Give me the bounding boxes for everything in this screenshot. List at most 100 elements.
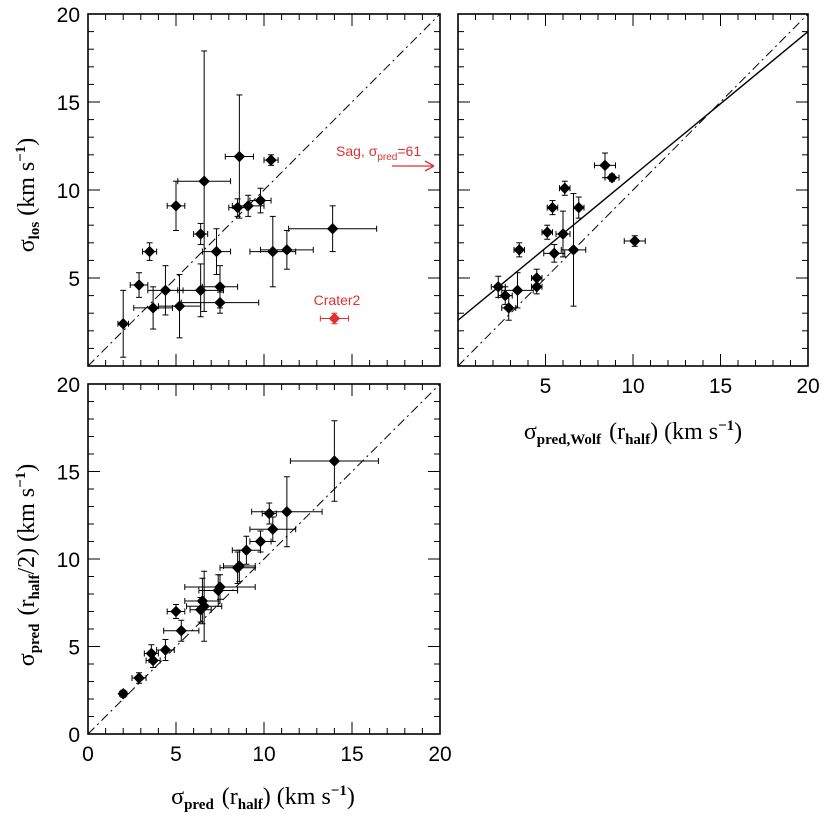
panel-b-xlabel: σpred,Wolf (rhalf) (km s−1) (524, 418, 742, 448)
panel-c-one-to-one-line (87, 383, 441, 735)
panel-sigma-pred-half-vs-sigma-pred: 0 5 10 15 20 0 5 10 15 20 (57, 374, 452, 766)
panel-a-data-point (198, 175, 210, 187)
panel-b-data-point (599, 159, 611, 172)
panel-b-xtick-label: 15 (709, 375, 732, 398)
panel-a-data-point (117, 318, 129, 330)
panel-c-xlabel-close: ) (347, 784, 355, 810)
panel-c-ylabel: σpred (rhalf/2) (km s−1) (13, 464, 43, 666)
panel-a-data-point (133, 279, 145, 291)
panel-c-xlabel-symbol: σ (171, 784, 184, 810)
panel-b-data-point (511, 284, 524, 297)
panel-a-ylabel-exponent: −1 (13, 146, 29, 162)
panel-b-xlabel-units: ) (km s (650, 419, 718, 445)
panel-c-data-point (147, 654, 159, 667)
panel-b-data-point (541, 226, 553, 238)
panel-c-data-point (254, 535, 267, 548)
panel-c-ytick-label: 10 (57, 549, 80, 572)
panel-c-xlabel-arg-subscript: half (238, 797, 264, 813)
panel-c-xtick-label: 5 (170, 743, 182, 766)
panel-b-data-point (548, 247, 560, 260)
panel-a-data-point (265, 154, 277, 166)
panel-c-ylabel-exponent: −1 (13, 472, 29, 488)
sag-annotation-text: Sag, σ (336, 143, 378, 159)
panel-b-data-point (567, 244, 580, 256)
panel-b-xtick-label: 10 (621, 375, 644, 398)
panel-b-data-point (513, 244, 525, 256)
panel-b-xlabel-arg-subscript: half (625, 432, 651, 448)
panel-b-xlabel-subscript: pred,Wolf (537, 432, 602, 448)
panel-a-ylabel-close: ) (14, 138, 40, 146)
panel-b-data-point (629, 235, 641, 247)
panel-a-one-to-one-line (87, 13, 441, 367)
panel-b-data-point (606, 171, 618, 184)
panel-a-ytick-label: 10 (57, 180, 80, 203)
panel-c-xlabel-units: ) (km s (263, 784, 331, 810)
panel-b-data-point (573, 201, 585, 214)
crater2-label: Crater2 (314, 292, 361, 308)
panel-c-data-point (281, 506, 293, 518)
panel-b-xlabel-symbol: σ (524, 419, 537, 445)
sag-annotation-label: Sag, σpred=61 (336, 143, 421, 163)
panel-b-data-point (492, 281, 504, 293)
panel-b-xlabel-exponent: −1 (718, 418, 734, 434)
crater2-point (328, 312, 341, 325)
panel-b-data-point (546, 201, 559, 214)
sag-arrow-head (424, 160, 435, 172)
sag-annotation: Sag, σpred=61 (336, 143, 435, 172)
panel-b-fit-line (457, 31, 809, 321)
panel-c-ytick-label: 20 (57, 374, 80, 397)
panel-b-one-to-one-line (457, 13, 809, 367)
panel-c-data-point (267, 523, 279, 535)
panel-a-data-point (214, 296, 226, 309)
panel-c-data-point (133, 672, 145, 684)
panel-c-data-point (170, 605, 182, 618)
sag-annotation-suffix: =61 (397, 143, 421, 159)
panel-c-data-point (214, 581, 226, 593)
panel-a-data-point (242, 200, 254, 212)
panel-sigma-los-vs-sigma-pred: 5 10 15 20 (57, 4, 441, 367)
panel-c-data-point (117, 688, 129, 700)
panel-b-xtick-label: 5 (540, 375, 552, 398)
panel-c-xlabel-exponent: −1 (331, 783, 347, 799)
panel-a-data-point (159, 284, 172, 297)
panel-b-data-point (503, 302, 515, 314)
panel-a-data-point (326, 223, 339, 235)
panel-a-ylabel-symbol: σ (14, 239, 40, 252)
panel-c-data-point (159, 644, 172, 656)
panel-a-data-point (170, 200, 182, 212)
panel-b-data-point (531, 281, 543, 293)
panel-a-data-point (233, 150, 246, 163)
panel-c-data-point (328, 455, 341, 467)
panel-a-data-point (147, 302, 159, 314)
panel-a-data-point (254, 194, 267, 207)
panel-c-ylabel-arg-subscript: half (27, 574, 43, 600)
panel-a-data-point (267, 245, 279, 258)
panel-c-ylabel-units: /2) (km s (14, 488, 40, 575)
panel-b-xlabel-arg: (r (609, 419, 625, 445)
panel-c-xlabel-arg: (r (222, 784, 238, 810)
panel-b-xlabel-close: ) (734, 419, 742, 445)
panel-c-ylabel-symbol: σ (14, 653, 40, 666)
panel-c-ytick-label: 15 (57, 462, 80, 485)
panel-b-data-point (557, 228, 569, 240)
panel-c-data-point (233, 560, 246, 572)
panel-sigma-pred-wolf: 5 10 15 20 (457, 13, 820, 398)
panel-b-data-point (499, 289, 511, 302)
panel-b-xtick-label: 20 (796, 375, 819, 398)
panel-a-data-point (281, 244, 293, 256)
panel-c-data-point (175, 625, 187, 637)
sag-annotation-subscript: pred (377, 152, 397, 163)
panel-a-ylabel-subscript: los (27, 222, 43, 240)
panel-a-ylabel-units: (km s (14, 162, 40, 216)
panel-c-xtick-label: 0 (82, 743, 94, 766)
panel-a-ytick-label: 5 (68, 268, 80, 291)
panel-c-ytick-label: 0 (68, 724, 80, 747)
panel-b-data-point (559, 182, 571, 194)
panel-c-xlabel: σpred (rhalf) (km s−1) (171, 783, 355, 813)
panel-a-data-point (231, 201, 244, 214)
panel-c-data-point (240, 544, 253, 556)
panel-c-xtick-label: 20 (428, 743, 451, 766)
panel-a-ylabel: σlos (km s−1) (13, 138, 43, 253)
panel-c-xtick-label: 10 (252, 743, 275, 766)
